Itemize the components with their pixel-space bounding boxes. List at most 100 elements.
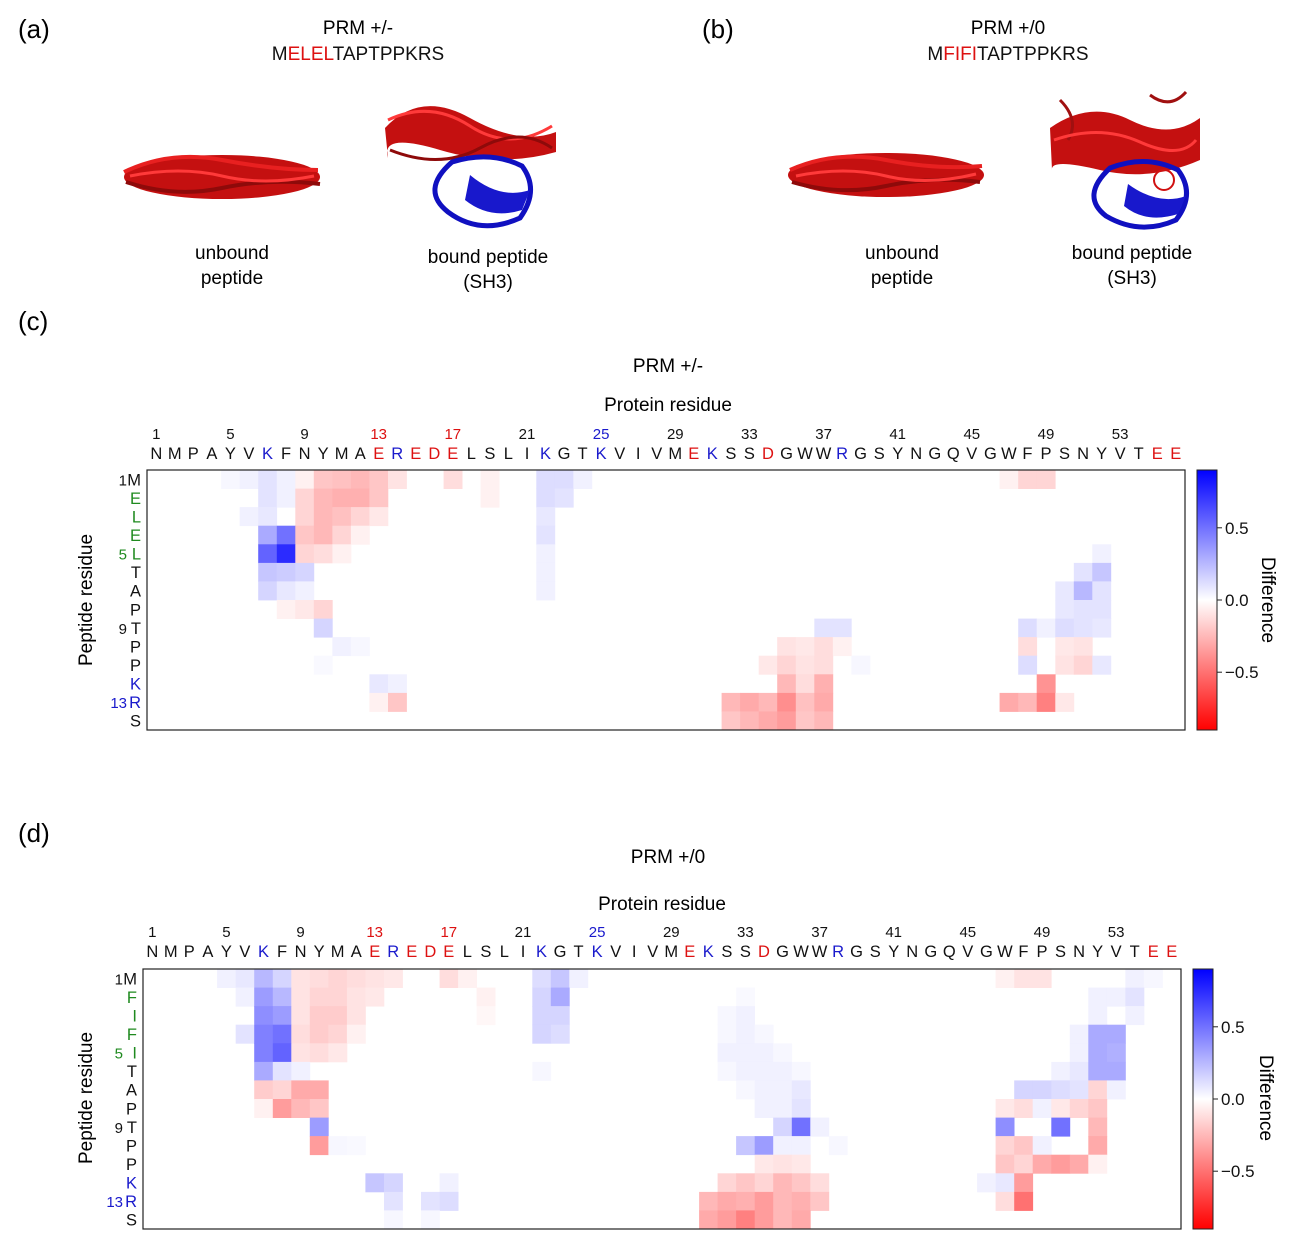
heatmap-cell	[1018, 655, 1038, 675]
heatmap-cell	[291, 1043, 311, 1063]
heatmap-cell	[1069, 1043, 1089, 1063]
heatmap-cell	[1032, 1099, 1052, 1118]
unbound-peptide-structure-b	[788, 153, 984, 197]
heatmap-cell	[736, 1173, 755, 1193]
x-number-label: 5	[226, 426, 234, 443]
heatmap-cell	[736, 1006, 755, 1026]
heatmap-cell	[550, 969, 570, 988]
y-residue-label: E	[130, 527, 141, 545]
heatmap-cell	[717, 1006, 737, 1026]
heatmap-cell	[532, 969, 552, 988]
x-residue-label: T	[1130, 943, 1140, 961]
heatmap-cell	[754, 1099, 774, 1118]
heatmap-cell	[1051, 1154, 1071, 1174]
heatmap-cell	[1143, 969, 1163, 988]
heatmap-cell	[309, 1024, 329, 1044]
heatmap-cell	[369, 674, 389, 694]
x-residue-label: T	[574, 943, 584, 961]
heatmap-cell	[1092, 581, 1112, 601]
heatmap-c-ylabel: Peptide residue	[76, 534, 97, 666]
heatmap-cell	[369, 692, 389, 712]
heatmap-cell	[388, 470, 407, 489]
x-residue-label: V	[1115, 445, 1126, 463]
x-residue-label: K	[540, 445, 551, 463]
heatmap-cell	[272, 1099, 292, 1118]
heatmap-cell	[350, 488, 370, 508]
heatmap-cell	[536, 507, 556, 527]
x-number-label: 21	[515, 924, 532, 941]
heatmap-cell	[736, 1024, 755, 1044]
y-residue-label: M	[127, 471, 141, 489]
heatmap-cell	[754, 1043, 774, 1063]
heatmap-cell	[754, 1154, 774, 1174]
heatmap-cell	[239, 470, 259, 489]
heatmap-cell	[1088, 1043, 1108, 1063]
heatmap-cell	[421, 1191, 440, 1211]
x-number-label: 37	[811, 924, 828, 941]
unbound-caption-a-2: peptide	[201, 268, 263, 289]
heatmap-cell	[536, 581, 556, 601]
panel-d-label: (d)	[18, 818, 50, 848]
heatmap-panel-c: (c) PRM +/- Protein residue Peptide resi…	[18, 306, 1278, 731]
heatmap-cell	[532, 1024, 552, 1044]
heatmap-cell	[384, 1173, 403, 1193]
heatmap-cell	[332, 544, 352, 564]
bound-caption-b-2: (SH3)	[1107, 268, 1157, 289]
heatmap-cell	[1018, 470, 1038, 489]
heatmap-cell	[1014, 1173, 1034, 1193]
heatmap-cell	[388, 674, 407, 694]
heatmap-cell	[239, 507, 259, 527]
heatmap-cell	[791, 1173, 811, 1193]
heatmap-cell	[754, 1210, 774, 1230]
heatmap-cell	[369, 507, 389, 527]
x-residue-label: S	[721, 943, 732, 961]
heatmap-cell	[328, 1006, 348, 1026]
heatmap-cell	[276, 470, 296, 489]
x-residue-label: G	[980, 943, 993, 961]
heatmap-cell	[1106, 1061, 1126, 1081]
x-residue-label: L	[500, 943, 509, 961]
heatmap-cell	[313, 544, 333, 564]
heatmap-cell	[1088, 987, 1108, 1007]
y-residue-label: S	[130, 713, 141, 731]
heatmap-d-title: PRM +/0	[631, 847, 705, 868]
x-residue-label: N	[1077, 445, 1089, 463]
x-residue-label: E	[1152, 445, 1163, 463]
heatmap-cell	[1032, 1136, 1052, 1156]
heatmap-cell	[1106, 1024, 1126, 1044]
x-residue-label: S	[870, 943, 881, 961]
y-residue-label: L	[132, 546, 141, 564]
colorbar-d-label: Difference	[1255, 1055, 1276, 1141]
x-residue-label: M	[664, 943, 678, 961]
x-number-label: 9	[300, 426, 308, 443]
x-residue-label: W	[1001, 445, 1017, 463]
x-residue-label: E	[443, 943, 454, 961]
x-residue-label: F	[1018, 943, 1028, 961]
x-residue-label: V	[966, 445, 977, 463]
heatmap-cell	[717, 1043, 737, 1063]
heatmap-cell	[1125, 1006, 1145, 1026]
x-residue-label: D	[428, 445, 440, 463]
x-residue-label: Y	[1096, 445, 1107, 463]
heatmap-cell	[758, 711, 778, 731]
heatmap-cell	[313, 655, 333, 675]
heatmap-cell	[350, 507, 370, 527]
panel-b-title: PRM +/0	[971, 18, 1045, 39]
x-residue-label: I	[521, 943, 526, 961]
bound-peptide-structure-b	[1050, 90, 1200, 230]
heatmap-cell	[258, 544, 278, 564]
x-residue-label: Y	[1092, 943, 1103, 961]
x-number-label: 5	[222, 924, 230, 941]
x-residue-label: V	[1111, 943, 1122, 961]
x-residue-label: I	[525, 445, 530, 463]
panel-a-label: (a)	[18, 14, 50, 44]
heatmap-cell	[235, 987, 255, 1007]
heatmap-cell	[328, 1136, 348, 1156]
heatmap-cell	[773, 1080, 793, 1100]
heatmap-cell	[810, 1191, 830, 1211]
heatmap-cell	[276, 488, 296, 508]
heatmap-cell	[1106, 987, 1126, 1007]
x-residue-label: K	[258, 943, 269, 961]
heatmap-cell	[235, 969, 255, 988]
unbound-peptide-structure-a	[123, 154, 321, 199]
